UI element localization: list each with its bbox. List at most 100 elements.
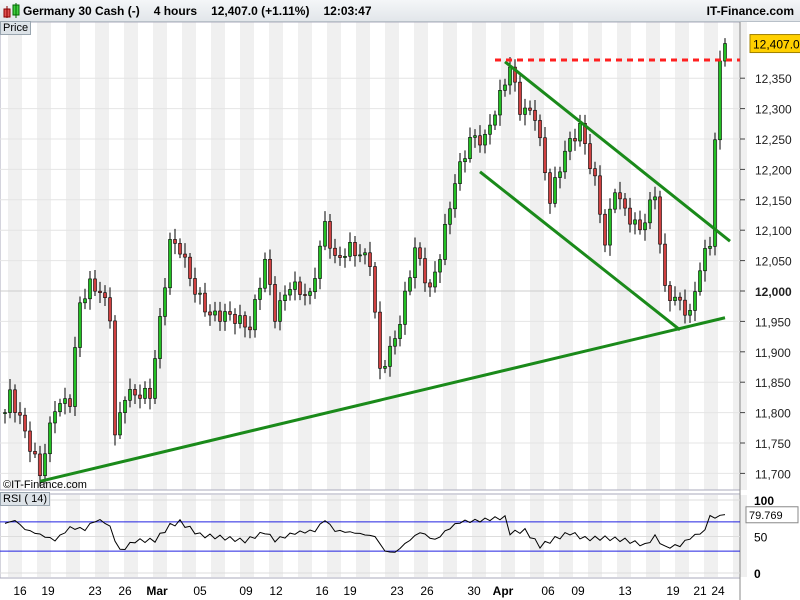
candle-body [233, 313, 237, 324]
candle-body [118, 412, 122, 436]
candle-body [598, 175, 602, 215]
current-price: 12,407.0 (+1.11%) [211, 4, 310, 18]
x-tick-label: 26 [118, 584, 132, 598]
candle-body [348, 242, 352, 257]
candle-body [38, 453, 42, 477]
session-band [617, 22, 631, 490]
y-tick-label: 11,900 [755, 346, 791, 360]
x-tick-label: 23 [390, 584, 404, 598]
y-tick-label: 11,850 [755, 376, 791, 390]
candle-body [338, 255, 342, 258]
candle-body [258, 287, 262, 300]
candle-body [568, 138, 572, 152]
session-band [588, 22, 602, 490]
candle-body [463, 158, 467, 163]
candle-body [3, 412, 7, 414]
candle-body [578, 123, 582, 142]
candle-body [558, 171, 562, 178]
session-band [95, 22, 109, 490]
candle-body [273, 284, 277, 322]
candle-body [313, 278, 317, 293]
session-band [66, 495, 80, 577]
candle-body [543, 137, 547, 174]
session-band [704, 22, 718, 490]
rsi-tick-label: 50 [754, 531, 768, 545]
candle-body [148, 387, 152, 399]
candle-body [528, 107, 532, 111]
candle-body [78, 302, 82, 348]
x-tick-label: 12 [269, 584, 283, 598]
session-band [356, 22, 370, 490]
candle-body [548, 172, 552, 204]
rsi-panel-label: RSI ( 14) [0, 492, 51, 506]
candle-body [393, 338, 397, 347]
candle-body [493, 114, 497, 126]
candle-body [128, 389, 132, 401]
candle-body [613, 192, 617, 210]
candle-body [523, 107, 527, 115]
x-tick-label: 16 [13, 584, 27, 598]
candle-body [323, 221, 327, 247]
candle-body [123, 399, 127, 413]
candle-body [143, 387, 147, 399]
x-tick-label: 05 [193, 584, 207, 598]
candle-body [643, 222, 647, 231]
candle-body [353, 242, 357, 257]
x-tick-label: 19 [41, 584, 55, 598]
candle-body [638, 219, 642, 231]
session-band [298, 22, 312, 490]
candle-body [423, 258, 427, 284]
session-band [211, 495, 225, 577]
session-band [8, 495, 22, 577]
session-band [298, 495, 312, 577]
candle-body [363, 252, 367, 256]
y-tick-label: 12,350 [755, 72, 792, 86]
x-tick-label: 13 [618, 584, 632, 598]
session-band [240, 495, 254, 577]
candle-body [698, 270, 702, 292]
candle-body [213, 310, 217, 316]
candle-body [538, 120, 542, 139]
last-price-marker [749, 34, 800, 54]
session-band [646, 22, 660, 490]
session-band [66, 22, 80, 490]
session-band [8, 22, 22, 490]
session-band [385, 22, 399, 490]
candle-body [588, 143, 592, 169]
candle-body [308, 291, 312, 296]
session-band [501, 22, 515, 490]
y-tick-label: 12,200 [755, 163, 792, 177]
candle-body [168, 239, 172, 289]
y-tick-label: 12,050 [755, 255, 792, 269]
last-price-label: 12,407.0 [753, 38, 800, 52]
candle-body [623, 198, 627, 209]
y-tick-label: 12,250 [755, 133, 792, 147]
candle-body [448, 208, 452, 225]
y-tick-label: 11,750 [755, 437, 791, 451]
candle-body [383, 366, 387, 369]
candle-body [243, 315, 247, 328]
candle-body [318, 245, 322, 279]
candle-body [453, 183, 457, 210]
candle-body [483, 133, 487, 146]
candle-body [593, 168, 597, 177]
session-band [182, 495, 196, 577]
candle-body [288, 289, 292, 296]
candle-body [263, 258, 267, 289]
candle-body [373, 266, 377, 313]
session-band [530, 22, 544, 490]
candle-body [408, 277, 412, 292]
candle-body [498, 90, 502, 116]
candle-body [703, 248, 707, 272]
candle-body [18, 412, 22, 416]
timeframe[interactable]: 4 hours [153, 4, 198, 18]
session-band [327, 22, 341, 490]
candle-body [388, 345, 392, 367]
candle-body [208, 311, 212, 316]
instrument-name: Germany 30 Cash (-) [23, 4, 140, 18]
candle-body [608, 208, 612, 246]
x-tick-label: 19 [343, 584, 357, 598]
candle-body [88, 278, 92, 300]
candle-body [618, 192, 622, 200]
